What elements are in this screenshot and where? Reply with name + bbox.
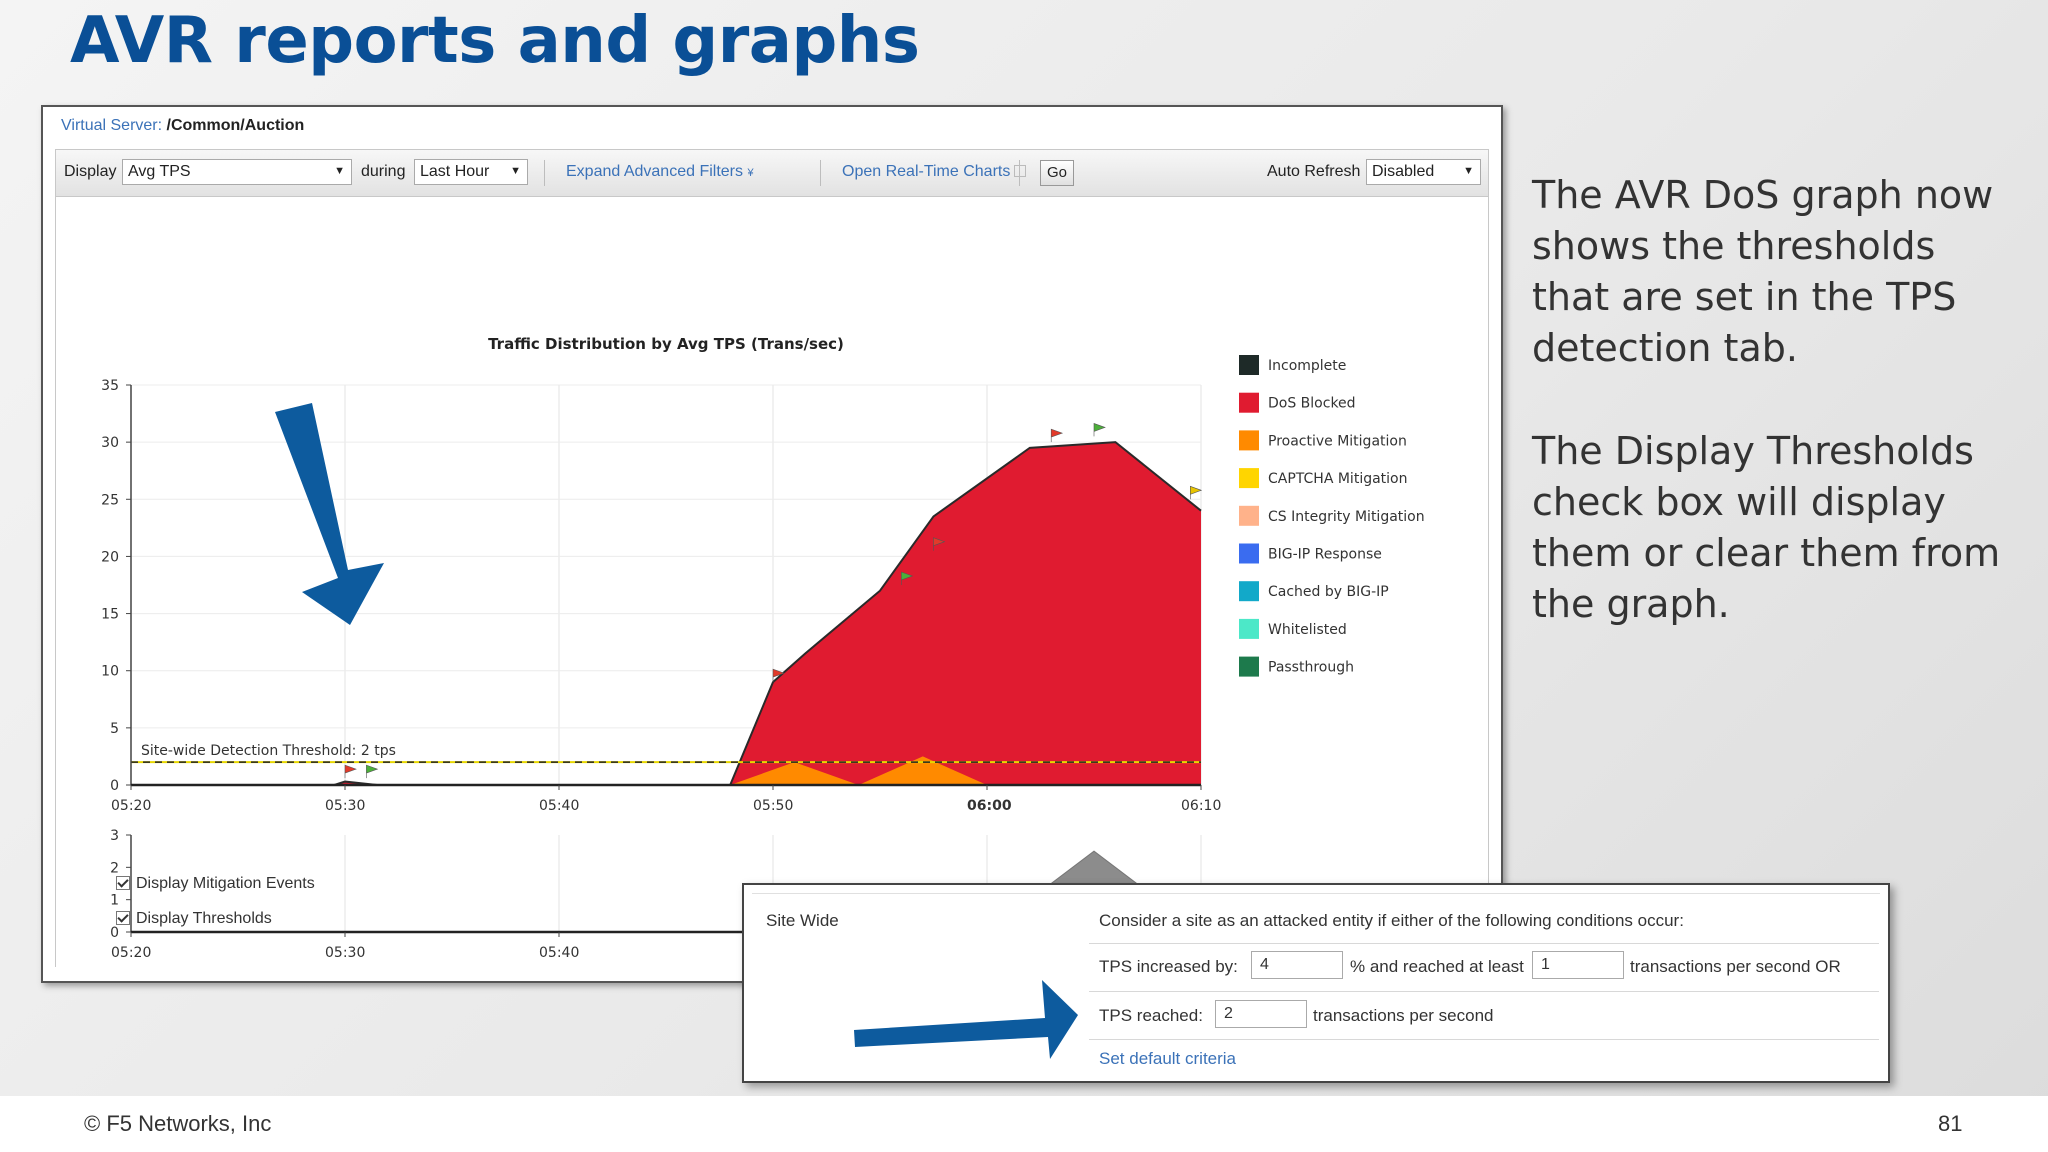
open-real-time-charts-link[interactable]: Open Real-Time Charts bbox=[842, 163, 1027, 181]
callout-arrow-right-icon bbox=[854, 980, 1078, 1059]
checkbox-checked-icon bbox=[116, 911, 130, 925]
legend-swatch bbox=[1239, 392, 1259, 413]
legend-label: CAPTCHA Mitigation bbox=[1268, 471, 1408, 487]
chart-title: Traffic Distribution by Avg TPS (Trans/s… bbox=[488, 335, 844, 353]
x-tick-label: 05:50 bbox=[753, 798, 793, 814]
legend-swatch bbox=[1239, 355, 1259, 375]
mitigation-flag-icon bbox=[366, 764, 379, 779]
description-paragraph-2: The Display Thresholds check box will di… bbox=[1532, 429, 2001, 626]
legend-label: Whitelisted bbox=[1268, 622, 1347, 638]
x-tick-label: 05:40 bbox=[539, 945, 579, 961]
legend-swatch bbox=[1239, 468, 1259, 489]
legend-swatch bbox=[1239, 505, 1259, 526]
mitigation-events-label: Display Mitigation Events bbox=[136, 875, 315, 892]
page-number: 81 bbox=[1938, 1111, 1963, 1136]
legend-swatch bbox=[1239, 618, 1259, 639]
reached-at-least-input[interactable]: 1 bbox=[1532, 951, 1624, 979]
virtual-server-line: Virtual Server: /Common/Auction bbox=[61, 117, 304, 135]
display-label: Display bbox=[64, 163, 117, 180]
y-tick-label: 1 bbox=[110, 893, 119, 909]
y-tick-label: 25 bbox=[101, 492, 119, 508]
copyright: © F5 Networks, Inc bbox=[84, 1111, 272, 1136]
x-tick-label: 05:20 bbox=[111, 945, 151, 961]
chevron-down-icon: ▼ bbox=[510, 165, 521, 177]
auto-refresh-select[interactable]: Disabled ▼ bbox=[1366, 159, 1481, 185]
tps-increased-input[interactable]: 4 bbox=[1251, 951, 1343, 979]
y-tick-label: 30 bbox=[101, 435, 119, 451]
y-tick-label: 0 bbox=[110, 925, 119, 941]
conditions-description: Consider a site as an attacked entity if… bbox=[1099, 911, 1684, 930]
during-select[interactable]: Last Hour ▼ bbox=[414, 159, 528, 185]
mitigation-flag-icon bbox=[1093, 423, 1106, 437]
report-toolbar: Display Avg TPS ▼ during Last Hour ▼ Exp… bbox=[55, 149, 1489, 197]
legend-label: Incomplete bbox=[1268, 358, 1346, 374]
mitigation-flag-icon bbox=[901, 571, 914, 585]
footer-bar bbox=[0, 1096, 2048, 1152]
mitigation-flag-icon bbox=[344, 764, 357, 779]
legend-label: CS Integrity Mitigation bbox=[1268, 509, 1425, 525]
chevron-down-icon: ▼ bbox=[1463, 165, 1474, 177]
tps-reached-input[interactable]: 2 bbox=[1215, 1000, 1307, 1028]
x-tick-label: 06:00 bbox=[967, 798, 1012, 814]
mitigation-flag-icon bbox=[1050, 428, 1064, 443]
display-mitigation-events-checkbox[interactable]: Display Mitigation Events bbox=[116, 875, 315, 893]
virtual-server-link[interactable]: Virtual Server: bbox=[61, 117, 163, 134]
display-thresholds-checkbox[interactable]: Display Thresholds bbox=[116, 910, 272, 928]
mitigation-flag-icon bbox=[933, 537, 946, 551]
thresholds-label: Display Thresholds bbox=[136, 910, 272, 927]
tps-reached-suffix-label: transactions per second bbox=[1313, 1006, 1494, 1025]
expand-advanced-filters-link[interactable]: Expand Advanced Filters ¥ bbox=[566, 163, 754, 180]
virtual-server-value: /Common/Auction bbox=[166, 117, 305, 134]
tps-reached-label: TPS reached: bbox=[1099, 1006, 1203, 1025]
series-line-dos-blocked bbox=[131, 441, 1202, 786]
description-paragraph-1: The AVR DoS graph now shows the threshol… bbox=[1532, 173, 1994, 370]
legend-swatch bbox=[1239, 543, 1259, 564]
legend-swatch bbox=[1239, 581, 1259, 602]
series-area-dos-blocked bbox=[131, 442, 1201, 785]
double-chevron-down-icon: ¥ bbox=[747, 167, 754, 179]
auto-refresh-label: Auto Refresh bbox=[1267, 163, 1361, 180]
during-select-value: Last Hour bbox=[420, 163, 490, 180]
chevron-down-icon: ▼ bbox=[334, 165, 345, 177]
during-label: during bbox=[361, 163, 406, 180]
slide-title: AVR reports and graphs bbox=[70, 4, 920, 78]
reached-suffix-label: transactions per second OR bbox=[1630, 957, 1841, 976]
legend-label: Proactive Mitigation bbox=[1268, 433, 1407, 449]
y-tick-label: 20 bbox=[101, 549, 119, 565]
x-tick-label: 05:20 bbox=[111, 798, 151, 814]
mitigation-flag-icon bbox=[772, 668, 785, 683]
tps-increased-label: TPS increased by: bbox=[1099, 957, 1238, 976]
y-tick-label: 5 bbox=[110, 721, 119, 737]
y-tick-label: 0 bbox=[110, 778, 119, 794]
y-tick-label: 3 bbox=[110, 828, 119, 844]
series-area-proactive-mitigation bbox=[730, 756, 987, 785]
x-tick-label: 05:40 bbox=[539, 798, 579, 814]
tps-detection-settings: Site Wide Consider a site as an attacked… bbox=[742, 883, 1890, 1083]
legend-swatch bbox=[1239, 430, 1259, 451]
go-button[interactable]: Go bbox=[1040, 160, 1074, 186]
x-tick-label: 06:10 bbox=[1181, 798, 1221, 814]
threshold-label: Site-wide Detection Threshold: 2 tps bbox=[141, 743, 396, 759]
set-default-criteria-link[interactable]: Set default criteria bbox=[1099, 1049, 1237, 1068]
mitigation-flag-icon bbox=[1190, 485, 1203, 500]
legend-swatch bbox=[1239, 656, 1259, 677]
x-tick-label: 05:30 bbox=[325, 798, 365, 814]
display-select-value: Avg TPS bbox=[128, 163, 191, 180]
legend-label: BIG-IP Response bbox=[1268, 547, 1382, 563]
auto-refresh-select-value: Disabled bbox=[1372, 163, 1435, 180]
callout-arrow-down-icon bbox=[275, 403, 384, 625]
y-tick-label: 35 bbox=[101, 378, 119, 394]
y-tick-label: 2 bbox=[110, 860, 119, 876]
checkbox-checked-icon bbox=[116, 876, 130, 890]
legend-label: Cached by BIG-IP bbox=[1268, 584, 1389, 600]
legend-label: DoS Blocked bbox=[1268, 396, 1356, 412]
display-select[interactable]: Avg TPS ▼ bbox=[122, 159, 352, 185]
legend-label: Passthrough bbox=[1268, 660, 1354, 676]
site-wide-label: Site Wide bbox=[766, 911, 839, 930]
y-tick-label: 10 bbox=[101, 664, 119, 680]
external-window-icon bbox=[1014, 165, 1027, 177]
x-tick-label: 05:30 bbox=[325, 945, 365, 961]
y-tick-label: 15 bbox=[101, 607, 119, 623]
reached-at-least-label: % and reached at least bbox=[1350, 957, 1524, 976]
